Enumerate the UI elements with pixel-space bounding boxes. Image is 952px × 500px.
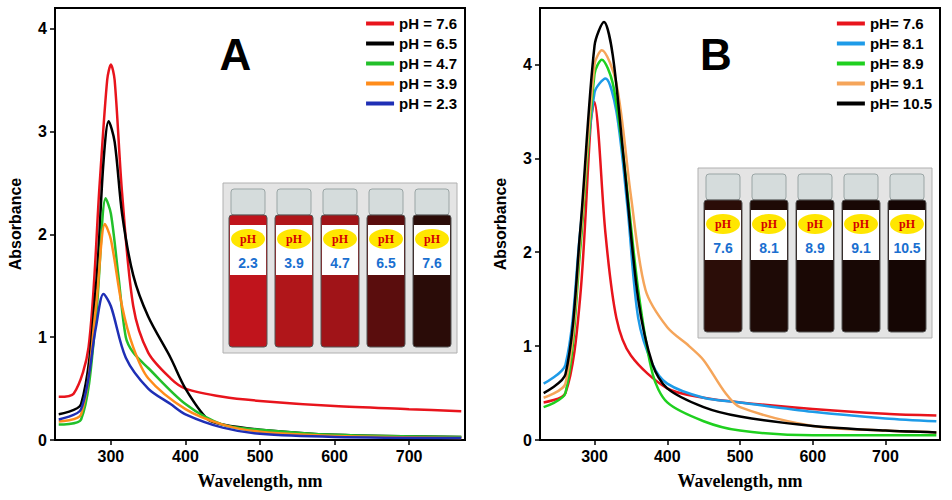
svg-text:4: 4: [523, 56, 532, 73]
svg-text:pH: pH: [240, 232, 257, 246]
svg-text:Wavelength, nm: Wavelength, nm: [197, 471, 322, 491]
svg-text:pH = 6.5: pH = 6.5: [399, 35, 457, 52]
svg-text:Wavelength, nm: Wavelength, nm: [677, 471, 802, 491]
svg-text:8.9: 8.9: [805, 240, 825, 256]
svg-text:400: 400: [172, 448, 199, 465]
svg-text:pH: pH: [761, 217, 778, 231]
svg-text:4.7: 4.7: [330, 255, 350, 271]
svg-text:700: 700: [872, 448, 899, 465]
svg-text:pH = 7.6: pH = 7.6: [399, 15, 457, 32]
svg-text:500: 500: [727, 448, 754, 465]
svg-text:1: 1: [38, 329, 47, 346]
svg-text:300: 300: [581, 448, 608, 465]
svg-text:9.1: 9.1: [851, 240, 871, 256]
svg-text:pH: pH: [332, 232, 349, 246]
svg-text:6.5: 6.5: [376, 255, 396, 271]
svg-text:pH: pH: [715, 217, 732, 231]
svg-text:3: 3: [38, 123, 47, 140]
svg-text:pH= 8.1: pH= 8.1: [870, 35, 924, 52]
svg-text:2: 2: [38, 226, 47, 243]
svg-text:pH: pH: [378, 232, 395, 246]
svg-text:2: 2: [523, 244, 532, 261]
svg-text:pH = 4.7: pH = 4.7: [399, 55, 457, 72]
svg-text:A: A: [220, 30, 252, 79]
svg-text:7.6: 7.6: [713, 240, 733, 256]
svg-text:7.6: 7.6: [422, 255, 442, 271]
svg-text:pH= 7.6: pH= 7.6: [870, 15, 924, 32]
svg-text:400: 400: [654, 448, 681, 465]
svg-text:3: 3: [523, 150, 532, 167]
svg-text:B: B: [700, 30, 732, 79]
svg-text:Absorbance: Absorbance: [7, 178, 24, 271]
svg-text:3.9: 3.9: [284, 255, 304, 271]
svg-text:pH= 10.5: pH= 10.5: [870, 95, 932, 112]
svg-text:pH: pH: [424, 232, 441, 246]
svg-text:Absorbance: Absorbance: [492, 178, 509, 271]
svg-text:0: 0: [523, 432, 532, 449]
svg-text:pH= 9.1: pH= 9.1: [870, 75, 924, 92]
svg-text:4: 4: [38, 20, 47, 37]
svg-text:pH: pH: [286, 232, 303, 246]
svg-text:pH = 2.3: pH = 2.3: [399, 95, 457, 112]
svg-text:pH: pH: [899, 217, 916, 231]
svg-text:0: 0: [38, 432, 47, 449]
svg-text:500: 500: [247, 448, 274, 465]
svg-text:pH: pH: [807, 217, 824, 231]
svg-text:pH= 8.9: pH= 8.9: [870, 55, 924, 72]
svg-text:pH = 3.9: pH = 3.9: [399, 75, 457, 92]
svg-text:300: 300: [98, 448, 125, 465]
svg-text:1: 1: [523, 338, 532, 355]
svg-text:700: 700: [396, 448, 423, 465]
svg-text:8.1: 8.1: [759, 240, 779, 256]
svg-text:pH: pH: [853, 217, 870, 231]
svg-text:600: 600: [321, 448, 348, 465]
svg-text:2.3: 2.3: [238, 255, 258, 271]
svg-text:600: 600: [799, 448, 826, 465]
svg-text:10.5: 10.5: [893, 240, 920, 256]
